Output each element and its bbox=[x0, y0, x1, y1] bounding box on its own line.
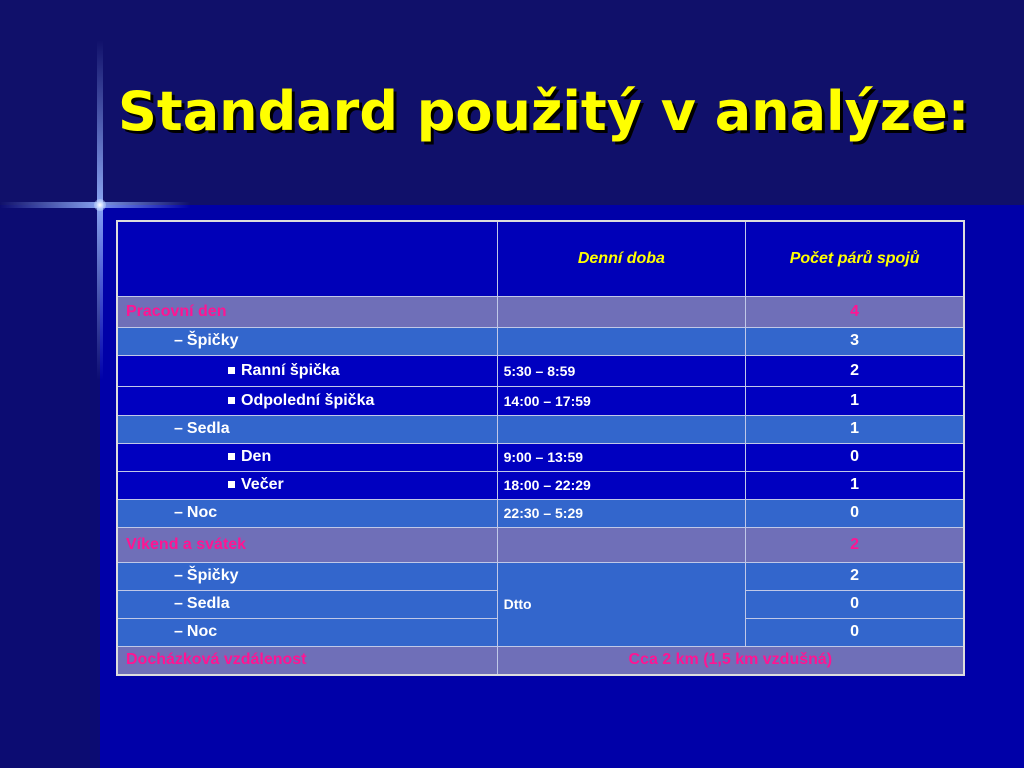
row-label-cell: Odpolední špička bbox=[116, 385, 498, 416]
row-count: 0 bbox=[745, 442, 965, 472]
table-row: Večer 18:00 – 22:29 1 bbox=[116, 470, 965, 500]
table-header-row: Denní doba Počet párů spojů bbox=[116, 220, 965, 297]
row-count: 3 bbox=[745, 326, 965, 356]
row-label: Špičky bbox=[186, 567, 239, 584]
row-count: 0 bbox=[745, 617, 965, 647]
row-label-cell: Ranní špička bbox=[116, 354, 498, 387]
table-row: Odpolední špička 14:00 – 17:59 1 bbox=[116, 385, 965, 416]
row-time bbox=[496, 526, 747, 563]
row-label: Sedla bbox=[186, 420, 230, 437]
square-bullet-icon bbox=[228, 481, 235, 488]
row-count: 2 bbox=[745, 526, 965, 563]
table-row: Víkend a svátek 2 bbox=[116, 526, 965, 563]
row-time: 5:30 – 8:59 bbox=[496, 354, 747, 387]
row-label-cell: Den bbox=[116, 442, 498, 472]
row-label-cell: – Špičky bbox=[116, 326, 498, 356]
row-time bbox=[496, 414, 747, 444]
dash-icon: – bbox=[174, 332, 183, 349]
table-row: – Noc 22:30 – 5:29 0 bbox=[116, 498, 965, 528]
dash-icon: – bbox=[174, 567, 183, 584]
header-connection-count: Počet párů spojů bbox=[745, 220, 965, 297]
row-label-cell: – Noc bbox=[116, 617, 498, 647]
row-label: Víkend a svátek bbox=[116, 526, 498, 563]
row-label: Odpolední špička bbox=[241, 391, 375, 409]
left-band bbox=[0, 205, 100, 768]
dash-icon: – bbox=[174, 420, 183, 437]
square-bullet-icon bbox=[228, 396, 235, 404]
row-merged-value: Cca 2 km (1,5 km vzdušná) bbox=[496, 645, 965, 676]
slide-title: Standard použitý v analýze: bbox=[118, 80, 970, 143]
row-count: 2 bbox=[745, 354, 965, 387]
row-label-cell: – Sedla bbox=[116, 589, 498, 619]
analysis-table: Denní doba Počet párů spojů Pracovní den… bbox=[116, 220, 965, 676]
row-label: Večer bbox=[241, 476, 284, 493]
row-label-cell: – Sedla bbox=[116, 414, 498, 444]
dash-icon: – bbox=[174, 595, 183, 612]
title-band bbox=[0, 0, 1024, 205]
table-row: – Noc 0 bbox=[116, 617, 965, 647]
row-label: Noc bbox=[186, 504, 218, 521]
table-row: – Sedla 1 bbox=[116, 414, 965, 444]
square-bullet-icon bbox=[228, 453, 235, 460]
dash-icon: – bbox=[174, 623, 183, 640]
dash-icon: – bbox=[174, 504, 183, 521]
row-count: 0 bbox=[745, 498, 965, 528]
row-count: 1 bbox=[745, 385, 965, 416]
sparkle-icon bbox=[94, 199, 106, 211]
table-row: Den 9:00 – 13:59 0 bbox=[116, 442, 965, 472]
row-count: 2 bbox=[745, 561, 965, 591]
table-row: Pracovní den 4 bbox=[116, 295, 965, 328]
row-count: 0 bbox=[745, 589, 965, 619]
row-label-cell: – Špičky bbox=[116, 561, 498, 591]
table-row: – Špičky Dtto 2 bbox=[116, 561, 965, 647]
row-time: 9:00 – 13:59 bbox=[496, 442, 747, 472]
table-row: Ranní špička 5:30 – 8:59 2 bbox=[116, 354, 965, 387]
table-row: – Sedla 0 bbox=[116, 589, 965, 619]
row-time: 14:00 – 17:59 bbox=[496, 385, 747, 416]
row-time bbox=[496, 295, 747, 328]
row-count: 4 bbox=[745, 295, 965, 328]
row-time: 22:30 – 5:29 bbox=[496, 498, 747, 528]
row-label-cell: – Noc bbox=[116, 498, 498, 528]
table-row: – Špičky 3 bbox=[116, 326, 965, 356]
row-label: Noc bbox=[186, 623, 218, 640]
row-label: Docházková vzdálenost bbox=[116, 645, 498, 676]
row-label: Ranní špička bbox=[241, 361, 340, 379]
header-time-of-day: Denní doba bbox=[496, 220, 747, 297]
row-label: Špičky bbox=[186, 332, 239, 349]
row-count: 1 bbox=[745, 414, 965, 444]
square-bullet-icon bbox=[228, 366, 235, 374]
row-label: Pracovní den bbox=[116, 295, 498, 328]
row-count: 1 bbox=[745, 470, 965, 500]
row-time: 18:00 – 22:29 bbox=[496, 470, 747, 500]
row-time-merged: Dtto bbox=[496, 561, 747, 647]
row-time bbox=[496, 326, 747, 356]
row-label: Sedla bbox=[186, 595, 230, 612]
table-row: Docházková vzdálenost Cca 2 km (1,5 km v… bbox=[116, 645, 965, 676]
row-label-cell: Večer bbox=[116, 470, 498, 500]
row-label: Den bbox=[241, 448, 272, 465]
header-empty-cell bbox=[116, 220, 498, 297]
